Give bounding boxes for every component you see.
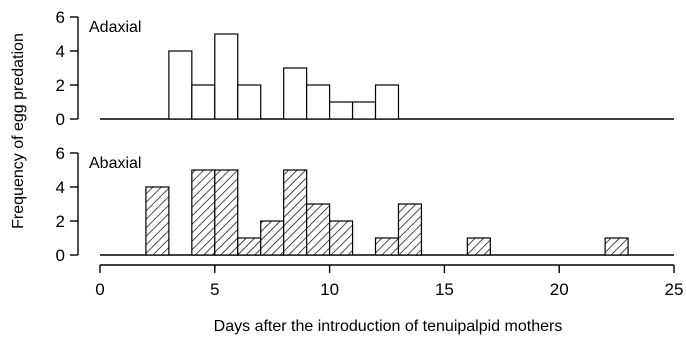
y-tick-label: 4 [56,42,65,61]
histogram-bar [214,33,239,120]
histogram-bar [214,169,239,256]
x-tick-label: 0 [95,280,104,299]
histogram-bar [191,84,216,120]
histogram-bar [351,101,377,120]
x-tick-label: 15 [435,280,454,299]
panel-adaxial: 0 2 4 6 Adaxial [56,8,674,129]
x-tick-label: 25 [665,280,684,299]
y-tick-label: 4 [56,178,65,197]
histogram-bar [283,169,308,256]
y-tick-label: 0 [56,110,65,129]
histogram-bar [466,237,491,256]
histogram-bar [604,237,629,256]
y-axis-title: Frequency of egg predation [10,33,27,229]
histogram-bar [397,203,423,256]
x-tick-label: 20 [550,280,569,299]
panel-label: Abaxial [89,155,141,172]
x-tick-label: 10 [320,280,339,299]
histogram-bar [329,220,354,256]
histogram-bar [237,84,262,120]
panel-abaxial: 0 2 4 6 Abaxial [56,144,674,265]
histogram-bar [306,203,331,256]
histogram-bar [329,101,354,120]
panel-label: Adaxial [89,19,141,36]
y-tick-label: 6 [56,8,65,27]
histogram-bar [260,220,285,256]
y-tick-label: 0 [56,246,65,265]
x-axis: 0 5 10 15 20 25 [95,264,684,299]
histogram-bar [145,186,170,256]
histogram-bar [168,50,193,120]
histogram-bar [283,67,308,120]
histogram-bar [374,237,400,256]
histogram-bar [237,237,262,256]
histogram-bar [306,84,331,120]
histogram-bar [191,169,216,256]
y-tick-label: 6 [56,144,65,163]
y-tick-label: 2 [56,212,65,231]
x-tick-label: 5 [210,280,219,299]
y-tick-label: 2 [56,76,65,95]
histogram-bar [374,84,400,120]
x-axis-title: Days after the introduction of tenuipalp… [214,318,563,335]
